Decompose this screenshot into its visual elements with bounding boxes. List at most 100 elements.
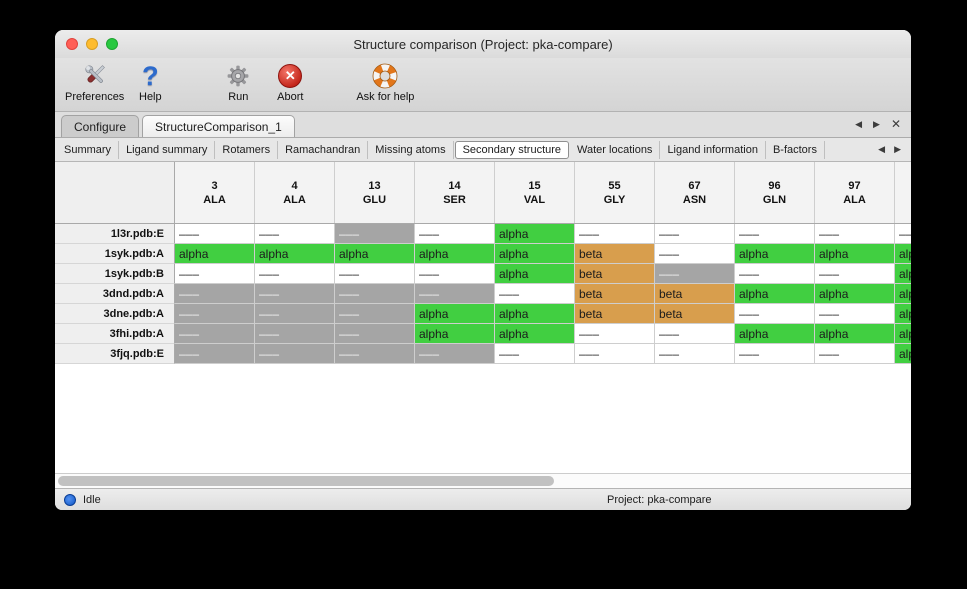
subtab-ligand-information[interactable]: Ligand information [660, 140, 766, 159]
cell-gray[interactable]: ––– [335, 344, 415, 364]
cell-alpha[interactable]: alpha [815, 244, 895, 264]
tab-prev-icon[interactable]: ◀ [855, 118, 863, 129]
subtab-water-locations[interactable]: Water locations [570, 140, 661, 159]
cell-alpha[interactable]: alpha [335, 244, 415, 264]
cell-alpha[interactable]: alpha [495, 304, 575, 324]
cell-beta[interactable]: beta [655, 304, 735, 324]
cell-alpha[interactable]: alpha [415, 324, 495, 344]
cell-alpha[interactable]: alpha [735, 324, 815, 344]
subtab-prev-icon[interactable]: ◀ [878, 144, 886, 154]
cell-alpha[interactable]: alpha [735, 284, 815, 304]
cell-alpha[interactable]: alpha [895, 264, 911, 284]
column-header-97[interactable]: 97 ALA [815, 162, 895, 223]
cell-blank[interactable]: ––– [175, 224, 255, 244]
cell-beta[interactable]: beta [575, 244, 655, 264]
subtab-summary[interactable]: Summary [57, 140, 120, 159]
cell-blank[interactable]: ––– [575, 324, 655, 344]
tab-close-icon[interactable]: ✕ [890, 117, 901, 131]
row-label[interactable]: 3dnd.pdb:A [55, 284, 175, 304]
cell-gray[interactable]: ––– [255, 324, 335, 344]
column-header-4[interactable]: 4 ALA [255, 162, 335, 223]
cell-blank[interactable]: ––– [255, 224, 335, 244]
column-header-55[interactable]: 55 GLY [575, 162, 655, 223]
row-label[interactable]: 1syk.pdb:A [55, 244, 175, 264]
tab-next-icon[interactable]: ▶ [873, 118, 880, 129]
cell-blank[interactable]: ––– [575, 224, 655, 244]
cell-gray[interactable]: ––– [255, 344, 335, 364]
cell-blank[interactable]: ––– [175, 264, 255, 284]
column-header-3[interactable]: 3 ALA [175, 162, 255, 223]
horizontal-scrollbar-thumb[interactable] [58, 476, 555, 486]
cell-blank[interactable]: ––– [735, 224, 815, 244]
ask-for-help-button[interactable]: Ask for help [356, 61, 414, 103]
cell-beta[interactable]: beta [575, 284, 655, 304]
cell-alpha[interactable]: alpha [895, 304, 911, 324]
cell-blank[interactable]: ––– [655, 344, 735, 364]
cell-blank[interactable]: ––– [495, 344, 575, 364]
column-header-15[interactable]: 15 VAL [495, 162, 575, 223]
cell-beta[interactable]: beta [575, 304, 655, 324]
column-header-67[interactable]: 67 ASN [655, 162, 735, 223]
cell-blank[interactable]: ––– [895, 224, 911, 244]
row-label[interactable]: 1l3r.pdb:E [55, 224, 175, 244]
cell-alpha[interactable]: alpha [255, 244, 335, 264]
column-header-clipped[interactable] [895, 162, 911, 223]
cell-alpha[interactable]: alpha [495, 324, 575, 344]
cell-blank[interactable]: ––– [415, 224, 495, 244]
cell-blank[interactable]: ––– [655, 224, 735, 244]
cell-gray[interactable]: ––– [175, 304, 255, 324]
subtab-rotamers[interactable]: Rotamers [215, 140, 279, 159]
cell-gray[interactable]: ––– [335, 284, 415, 304]
cell-blank[interactable]: ––– [655, 324, 735, 344]
cell-alpha[interactable]: alpha [415, 304, 495, 324]
cell-alpha[interactable]: alpha [735, 244, 815, 264]
column-header-96[interactable]: 96 GLN [735, 162, 815, 223]
cell-gray[interactable]: ––– [335, 304, 415, 324]
close-window-button[interactable] [66, 38, 78, 50]
subtab-secondary-structure[interactable]: Secondary structure [454, 140, 570, 159]
preferences-button[interactable]: Preferences [65, 61, 124, 103]
cell-gray[interactable]: ––– [415, 284, 495, 304]
row-label[interactable]: 3fhi.pdb:A [55, 324, 175, 344]
subtab-b-factors[interactable]: B-factors [766, 140, 825, 159]
cell-blank[interactable]: ––– [815, 344, 895, 364]
cell-alpha[interactable]: alpha [175, 244, 255, 264]
cell-gray[interactable]: ––– [255, 284, 335, 304]
cell-alpha[interactable]: alpha [495, 244, 575, 264]
help-button[interactable]: ? Help [124, 61, 176, 103]
cell-beta[interactable]: beta [575, 264, 655, 284]
subtab-ramachandran[interactable]: Ramachandran [278, 140, 369, 159]
cell-blank[interactable]: ––– [575, 344, 655, 364]
row-label[interactable]: 3dne.pdb:A [55, 304, 175, 324]
cell-alpha[interactable]: alpha [895, 244, 911, 264]
cell-blank[interactable]: ––– [735, 344, 815, 364]
cell-blank[interactable]: ––– [815, 224, 895, 244]
cell-blank[interactable]: ––– [495, 284, 575, 304]
cell-gray[interactable]: ––– [415, 344, 495, 364]
column-header-13[interactable]: 13 GLU [335, 162, 415, 223]
cell-gray[interactable]: ––– [255, 304, 335, 324]
cell-beta[interactable]: beta [655, 284, 735, 304]
zoom-window-button[interactable] [106, 38, 118, 50]
abort-button[interactable]: ✕ Abort [264, 61, 316, 103]
tab-structurecomparison-1[interactable]: StructureComparison_1 [142, 115, 295, 137]
cell-blank[interactable]: ––– [735, 264, 815, 284]
cell-gray[interactable]: ––– [175, 344, 255, 364]
cell-blank[interactable]: ––– [415, 264, 495, 284]
cell-alpha[interactable]: alpha [495, 264, 575, 284]
subtab-missing-atoms[interactable]: Missing atoms [368, 140, 454, 159]
tab-configure[interactable]: Configure [61, 115, 140, 137]
cell-alpha[interactable]: alpha [815, 284, 895, 304]
row-label[interactable]: 1syk.pdb:B [55, 264, 175, 284]
run-button[interactable]: Run [212, 61, 264, 103]
cell-gray[interactable]: ––– [335, 324, 415, 344]
cell-blank[interactable]: ––– [815, 304, 895, 324]
cell-gray[interactable]: ––– [175, 284, 255, 304]
horizontal-scrollbar[interactable] [55, 473, 911, 488]
cell-blank[interactable]: ––– [655, 244, 735, 264]
cell-alpha[interactable]: alpha [495, 224, 575, 244]
cell-blank[interactable]: ––– [815, 264, 895, 284]
cell-gray[interactable]: ––– [335, 224, 415, 244]
cell-blank[interactable]: ––– [255, 264, 335, 284]
subtab-ligand-summary[interactable]: Ligand summary [119, 140, 216, 159]
